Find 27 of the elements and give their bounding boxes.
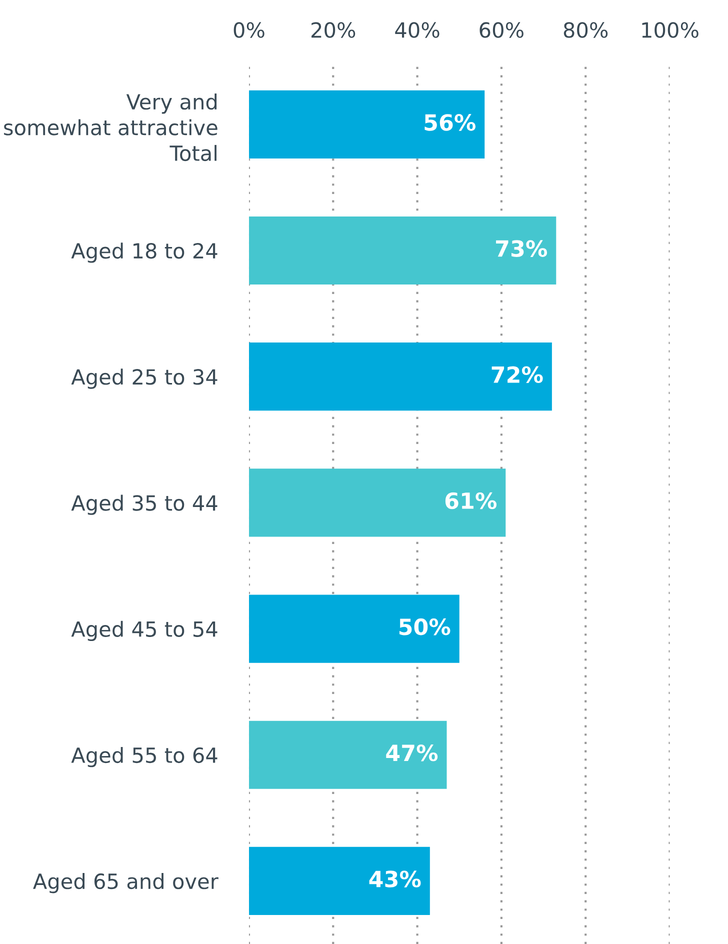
y-tick-label: Very and somewhat attractive Total — [4, 94, 218, 162]
y-tick-label: Aged 55 to 64 — [71, 746, 218, 768]
data-label: 73% — [496, 240, 548, 257]
data-label: 50% — [399, 618, 450, 636]
bar — [248, 468, 506, 537]
bar — [248, 342, 552, 411]
x-tick-label: 100% — [642, 22, 698, 38]
y-tick-label: Aged 18 to 24 — [71, 242, 218, 263]
x-tick-label: 40% — [395, 22, 440, 38]
bar — [248, 216, 556, 285]
bar — [248, 594, 460, 663]
y-tick-label: Aged 35 to 44 — [71, 494, 218, 515]
data-label: 47% — [386, 744, 438, 762]
x-tick-label: 80% — [564, 22, 608, 38]
bar — [248, 90, 485, 158]
x-tick-label: 0% — [234, 22, 264, 38]
data-label: 56% — [424, 114, 476, 131]
data-label: 72% — [492, 366, 543, 384]
y-tick-label: Aged 25 to 34 — [71, 368, 218, 389]
data-label: 43% — [369, 870, 421, 888]
x-tick-label: 20% — [312, 22, 356, 38]
bar — [248, 846, 430, 915]
bar — [248, 720, 447, 789]
x-tick-label: 60% — [480, 22, 524, 38]
data-label: 61% — [445, 492, 497, 510]
y-tick-label: Aged 45 to 54 — [71, 620, 218, 642]
y-tick-label: Aged 65 and over — [33, 873, 218, 894]
